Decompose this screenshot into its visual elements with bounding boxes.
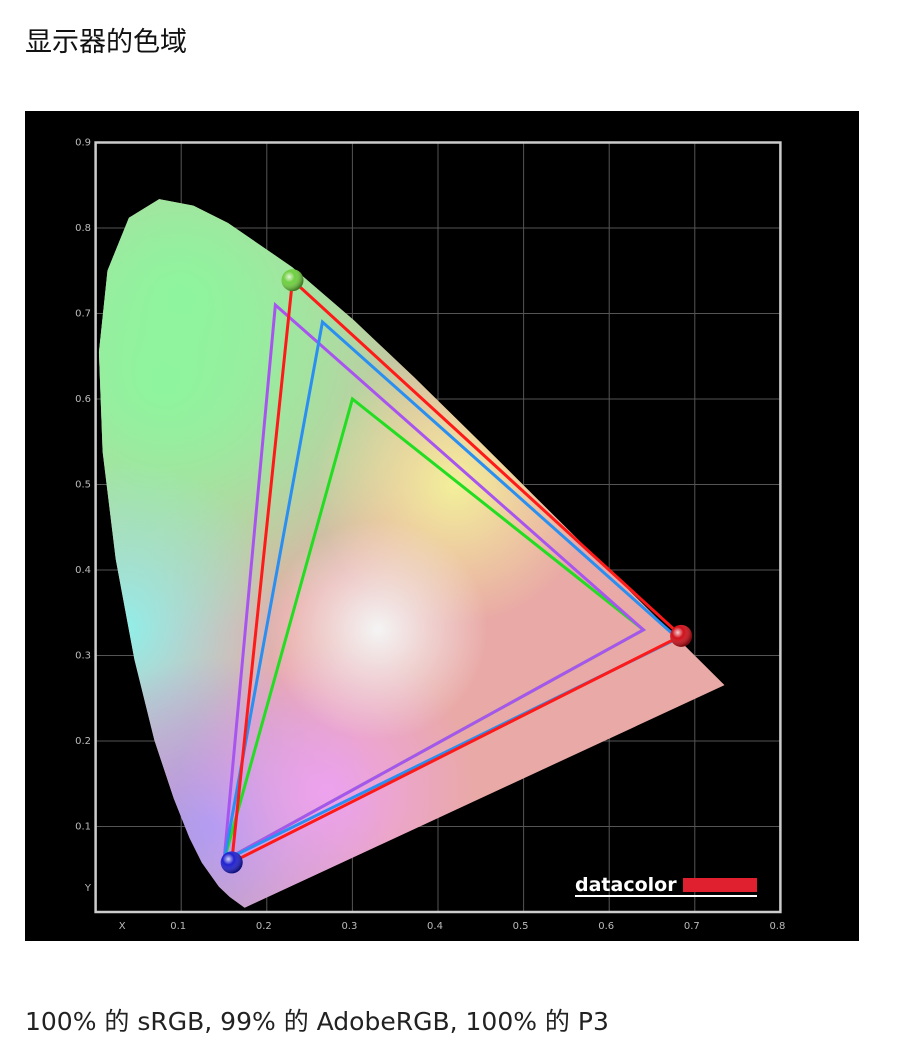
- axes-frame: [94, 141, 782, 914]
- y-tick-label: 0.6: [75, 394, 91, 405]
- primary-markers: [220, 269, 693, 874]
- x-tick-label: 0.6: [598, 921, 614, 932]
- plot-frame: [94, 141, 782, 914]
- y-tick-label: 0.5: [75, 480, 91, 491]
- chart-svg: 0.1 0.2 0.3 0.4 0.5 0.6 0.7 0.8 0.1 0.2 0.3 0.4 0.5 0…: [75, 138, 785, 933]
- y-tick-label: 0.7: [75, 309, 91, 320]
- x-tick-label: 0.3: [341, 921, 357, 932]
- chromaticity-chart: 0.1 0.2 0.3 0.4 0.5 0.6 0.7 0.8 0.1 0.2 0.3 0.4 0.5 0…: [25, 111, 859, 941]
- y-tick-label: 0.8: [75, 223, 91, 234]
- white-point-region: [268, 519, 489, 740]
- x-tick-label: 0.2: [256, 921, 272, 932]
- y-tick-label: 0.9: [75, 138, 91, 149]
- gamut-triangle: [221, 319, 681, 864]
- y-tick-label: 0.3: [75, 651, 91, 662]
- gamut-caption: 100% 的 sRGB, 99% 的 AdobeRGB, 100% 的 P3: [25, 1007, 609, 1036]
- gamut-triangle: [222, 301, 647, 864]
- marker-highlight: [281, 269, 304, 292]
- y-axis-label: Y: [84, 883, 92, 894]
- y-tick-label: 0.1: [75, 822, 91, 833]
- x-tick-label: 0.7: [684, 921, 700, 932]
- page-title: 显示器的色域: [25, 27, 187, 58]
- x-tick-label: 0.8: [769, 921, 785, 932]
- spectral-locus: [98, 199, 725, 908]
- datacolor-logo: datacolor: [575, 874, 757, 897]
- x-axis-label: X: [119, 921, 126, 932]
- tick-labels: 0.1 0.2 0.3 0.4 0.5 0.6 0.7 0.8 0.1 0.2 0.3 0.4 0.5 0…: [75, 138, 785, 933]
- logo-text: datacolor: [575, 874, 677, 896]
- logo-underline: [575, 895, 757, 897]
- y-tick-label: 0.4: [75, 565, 91, 576]
- marker-highlight: [670, 624, 693, 647]
- x-tick-label: 0.1: [170, 921, 186, 932]
- logo-red-bar: [683, 878, 757, 892]
- marker-highlight: [220, 851, 243, 874]
- y-tick-label: 0.2: [75, 736, 91, 747]
- x-tick-label: 0.5: [513, 921, 529, 932]
- x-tick-label: 0.4: [427, 921, 443, 932]
- gamut-triangles: [221, 277, 684, 865]
- gamut-triangle: [229, 277, 684, 865]
